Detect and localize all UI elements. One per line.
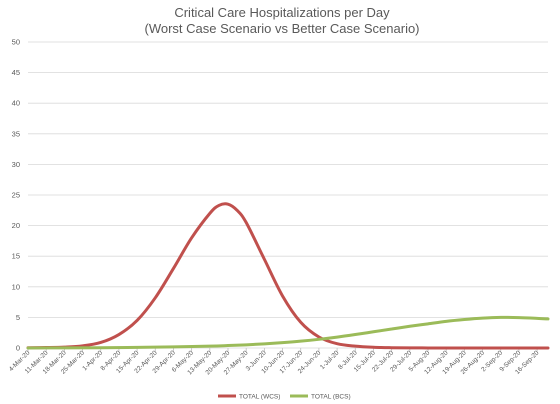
y-tick-label: 45 <box>12 68 20 77</box>
legend-label: TOTAL (BCS) <box>311 393 351 400</box>
y-tick-label: 50 <box>12 38 20 47</box>
series-line-wcs <box>26 202 550 350</box>
y-tick-label: 25 <box>12 191 20 200</box>
y-tick-label: 10 <box>12 282 20 291</box>
y-tick-label: 35 <box>12 129 20 138</box>
y-tick-label: 20 <box>12 221 20 230</box>
series-line-bcs <box>26 315 550 350</box>
chart-subtitle: (Worst Case Scenario vs Better Case Scen… <box>144 21 419 36</box>
y-tick-label: 30 <box>12 160 20 169</box>
chart-title: Critical Care Hospitalizations per Day <box>174 5 390 20</box>
y-tick-label: 15 <box>12 252 20 261</box>
y-tick-label: 0 <box>16 344 20 353</box>
legend-label: TOTAL (WCS) <box>239 393 280 400</box>
y-tick-label: 5 <box>16 313 20 322</box>
y-tick-label: 40 <box>12 99 20 108</box>
